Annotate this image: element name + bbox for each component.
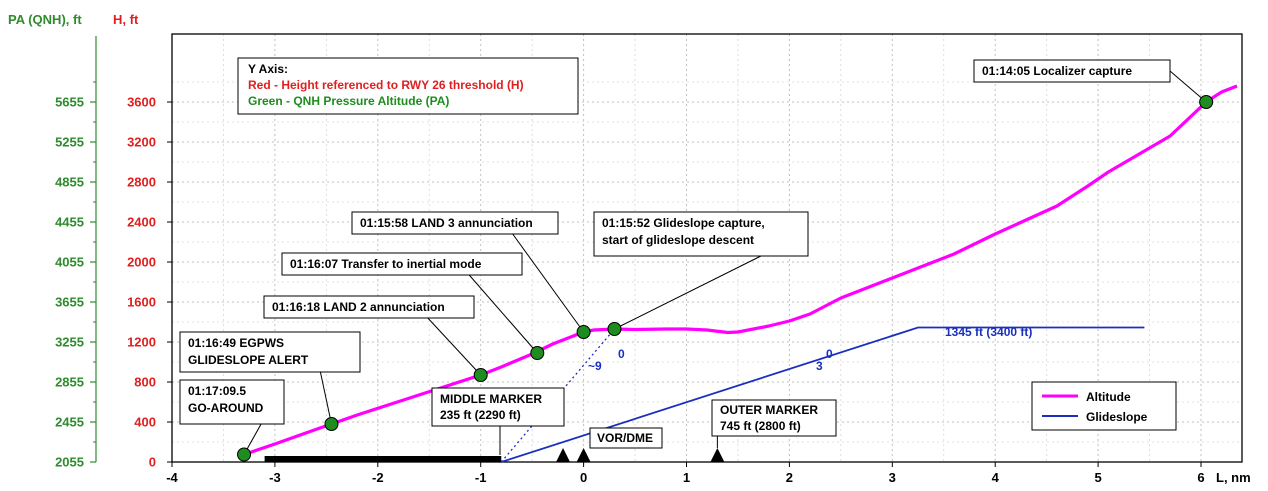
event-point (1199, 95, 1214, 109)
callout-text: GLIDESLOPE ALERT (188, 353, 309, 367)
callout-box (179, 379, 285, 425)
callout-box (593, 211, 809, 257)
y-axis-note: Y Axis: Red - Height referenced to RWY 2… (237, 57, 579, 115)
x-tick-label: -4 (166, 470, 178, 485)
h-tick-label: 800 (134, 375, 156, 390)
callout-text: start of glideslope descent (602, 233, 754, 247)
runway-layer (264, 448, 725, 462)
callout-text: 01:16:07 Transfer to inertial mode (290, 257, 482, 271)
legend-altitude-label: Altitude (1086, 390, 1131, 404)
middle-marker-box (431, 387, 565, 427)
callout-leader (1169, 70, 1207, 103)
callout-leader (427, 317, 482, 376)
x-axis-title: L, nm (1216, 470, 1251, 485)
callout-text: 01:16:49 EGPWS (188, 336, 284, 350)
callout-text: 01:15:52 Glideslope capture, (602, 216, 765, 230)
callout-box (281, 252, 523, 276)
x-tick-label: 3 (889, 470, 896, 485)
pa-axis-title: PA (QNH), ft (8, 12, 82, 27)
angle-9-label: ~9 (588, 359, 602, 373)
pa-tick-label: 3655 (55, 295, 84, 310)
h-tick-label: 2000 (127, 255, 156, 270)
y-axis-note-green: Green - QNH Pressure Altitude (PA) (248, 94, 449, 108)
pa-tick-label: 4855 (55, 175, 84, 190)
pa-tick-label: 4055 (55, 255, 84, 270)
h-tick-label: 2800 (127, 175, 156, 190)
event-point (530, 346, 545, 360)
ground-marker-triangle (710, 448, 725, 462)
callout-leader (512, 233, 585, 333)
pa-tick-label: 2055 (55, 455, 84, 470)
altitude-line (243, 84, 1238, 457)
callout-leader (614, 255, 762, 330)
callout-text: 01:16:18 LAND 2 annunciation (272, 300, 445, 314)
plot-area (171, 33, 1243, 463)
x-tick-label: -1 (475, 470, 487, 485)
glideslope-line (501, 326, 1145, 463)
x-tick-label: -3 (269, 470, 281, 485)
pa-tick-label: 5655 (55, 95, 84, 110)
x-tick-label: -2 (372, 470, 384, 485)
h-axis-title: H, ft (113, 12, 139, 27)
vor-dme-label: VOR/DME (597, 431, 653, 445)
glideslope-level-label: 1345 ft (3400 ft) (945, 325, 1032, 339)
callout-text: 01:17:09.5 (188, 384, 246, 398)
pa-tick-label: 3255 (55, 335, 84, 350)
callout-box (351, 211, 559, 235)
runway-bar (264, 456, 502, 462)
h-tick-label: 400 (134, 415, 156, 430)
y-axis-note-title: Y Axis: (248, 62, 288, 76)
steep-angle-line (500, 328, 615, 463)
outer-marker-box (711, 399, 837, 437)
annotation-layer: 01:17:09.5 GO-AROUND 01:16:49 EGPWS GLIDESL… (179, 59, 1214, 462)
angle-3-label: 3 (816, 359, 823, 373)
callout-text: 01:15:58 LAND 3 annunciation (360, 216, 533, 230)
callout-text: GO-AROUND (188, 401, 264, 415)
x-tick-label: 6 (1197, 470, 1204, 485)
pa-tick-label: 2455 (55, 415, 84, 430)
h-tick-label: 2400 (127, 215, 156, 230)
h-tick-label: 1600 (127, 295, 156, 310)
vor-dme-box (589, 427, 663, 449)
callout-leader (468, 274, 538, 354)
event-point (576, 325, 591, 339)
h-tick-label: 3200 (127, 135, 156, 150)
callout-box (263, 295, 475, 319)
x-tick-label: 2 (786, 470, 793, 485)
callout-text: 01:14:05 Localizer capture (982, 64, 1132, 78)
h-tick-label: 0 (149, 455, 156, 470)
angle-3-degree: 0 (826, 347, 833, 361)
x-tick-label: 5 (1094, 470, 1101, 485)
callout-box (179, 331, 361, 373)
x-axis-ticks: -4 -3 -2 -1 0 1 2 3 4 5 6 (166, 462, 1205, 485)
ground-marker-triangle (576, 448, 591, 462)
angle-9-degree: 0 (618, 347, 625, 361)
x-tick-label: 1 (683, 470, 690, 485)
legend-glideslope-label: Glideslope (1086, 410, 1148, 424)
pa-tick-label: 2855 (55, 375, 84, 390)
ground-marker-triangle (556, 448, 571, 462)
outer-marker-text: 745 ft (2800 ft) (720, 419, 801, 433)
event-point (237, 447, 252, 462)
event-point (324, 417, 339, 431)
pa-tick-label: 4455 (55, 215, 84, 230)
x-tick-label: 0 (580, 470, 587, 485)
y-axis-note-red: Red - Height referenced to RWY 26 thresh… (248, 78, 524, 92)
callout-box (973, 59, 1171, 83)
h-tick-label: 3600 (127, 95, 156, 110)
x-tick-label: 4 (992, 470, 1000, 485)
event-point (473, 368, 488, 382)
event-point (607, 322, 622, 336)
middle-marker-text: 235 ft (2290 ft) (440, 408, 521, 422)
legend: Altitude Glideslope (1031, 381, 1177, 431)
outer-marker-text: OUTER MARKER (720, 403, 818, 417)
middle-marker-text: MIDDLE MARKER (440, 392, 542, 406)
h-tick-label: 1200 (127, 335, 156, 350)
series-layer (243, 84, 1238, 463)
y-axis-ticks: 0 2055 400 2455 800 2855 1200 3255 1600 3655 2000 4… (55, 81, 172, 470)
pa-tick-label: 5255 (55, 135, 84, 150)
callout-leader (319, 371, 332, 425)
